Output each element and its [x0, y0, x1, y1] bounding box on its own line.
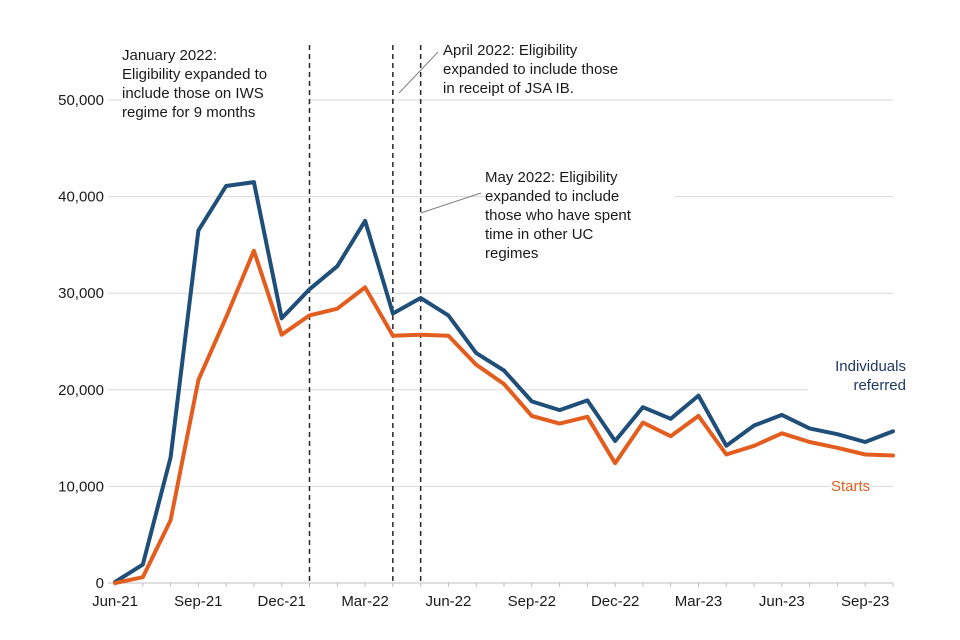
x-axis: Jun-21 Sep-21 Dec-21 Mar-22 Jun-22 Sep-22 Dec-… — [92, 582, 894, 610]
x-tick-label: Jun-23 — [759, 593, 805, 610]
series-line-individuals-referred — [113, 180, 895, 584]
x-tick-label: Dec-22 — [591, 593, 639, 610]
y-tick-label: 20,000 — [58, 382, 104, 399]
x-tick-label: Mar-22 — [341, 593, 389, 610]
x-tick-label: Jun-22 — [425, 593, 471, 610]
series-label-starts: Starts — [831, 477, 871, 496]
y-tick-label: 10,000 — [58, 478, 104, 495]
annotation-may-2022: May 2022: Eligibility expanded to includ… — [485, 168, 675, 263]
event-dashed-lines — [308, 45, 422, 583]
x-tick-label: Dec-21 — [258, 593, 306, 610]
annotation-january-2022: January 2022: Eligibility expanded to in… — [122, 46, 308, 122]
gridlines — [108, 99, 893, 487]
series-label-individuals-referred: Individuals referred — [808, 357, 906, 395]
x-tick-label: Mar-23 — [675, 593, 723, 610]
y-axis-labels: 0 10,000 20,000 30,000 40,000 50,000 — [58, 92, 104, 592]
y-tick-label: 40,000 — [58, 189, 104, 206]
x-tick-label: Sep-23 — [841, 593, 889, 610]
x-tick-label: Sep-21 — [174, 593, 222, 610]
y-tick-label: 50,000 — [58, 92, 104, 109]
x-tick-label: Sep-22 — [508, 593, 556, 610]
annotation-april-2022: April 2022: Eligibility expanded to incl… — [443, 41, 665, 98]
series-line-starts — [113, 248, 895, 585]
y-tick-label: 0 — [96, 575, 104, 592]
x-tick-label: Jun-21 — [92, 593, 138, 610]
y-tick-label: 30,000 — [58, 285, 104, 302]
